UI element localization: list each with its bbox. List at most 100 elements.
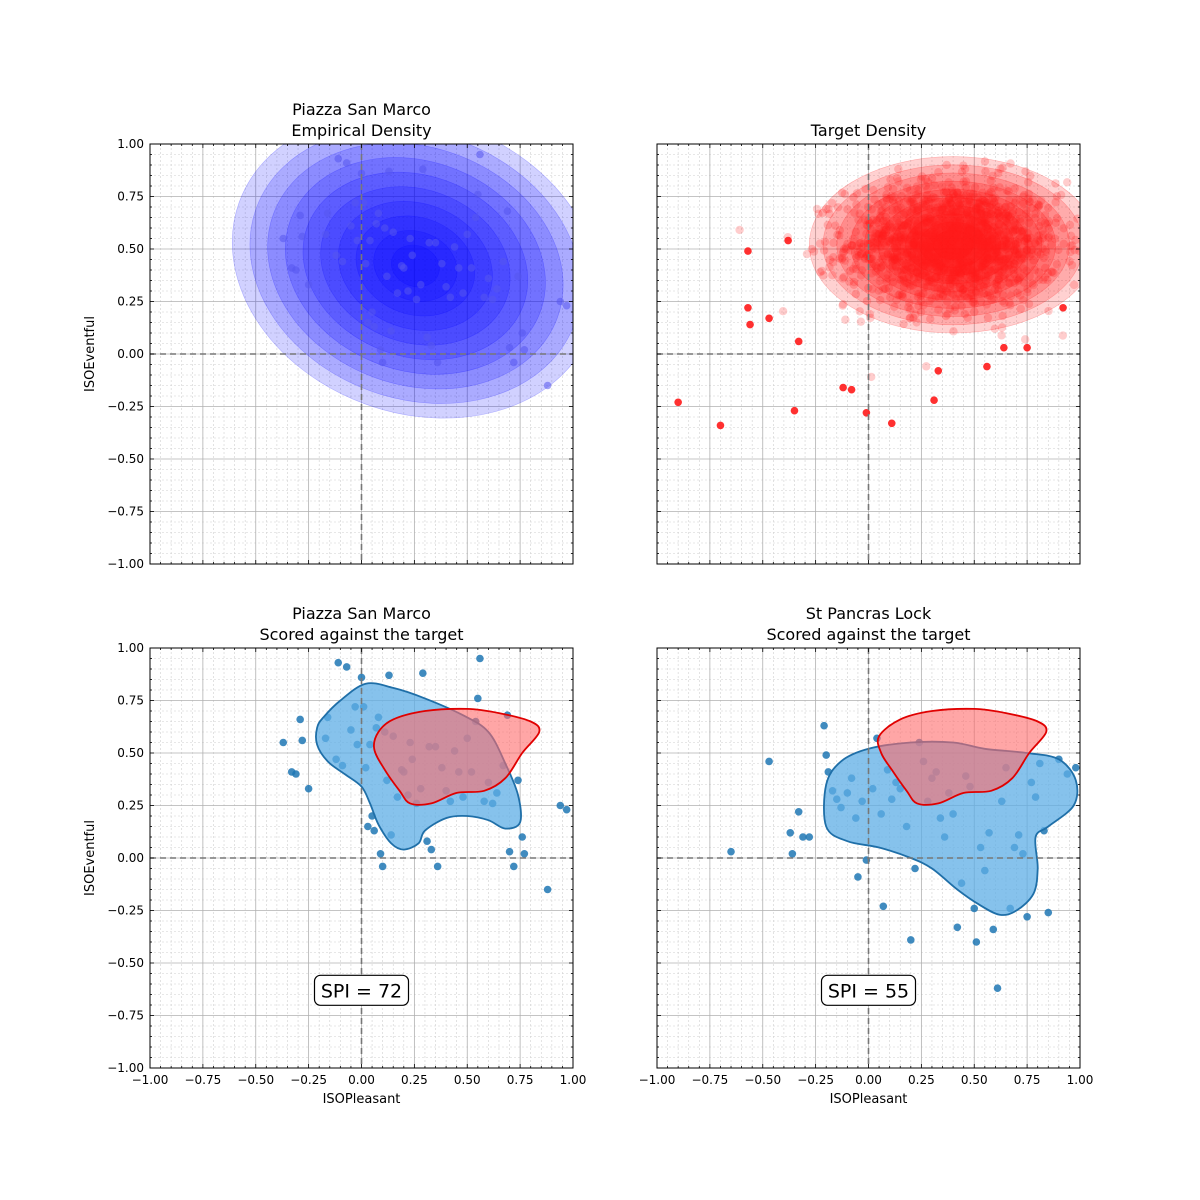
data-point [899,282,909,292]
data-point [916,307,926,317]
data-point [1043,219,1052,228]
data-point [851,227,861,237]
data-point [920,245,930,255]
data-point [321,230,330,239]
data-point [878,231,888,240]
y-tick-label: −1.00 [107,1061,144,1075]
data-point [965,213,974,222]
y-tick-label: −0.75 [107,505,144,519]
data-point [828,271,837,280]
data-point [942,188,951,197]
data-point [1022,249,1031,259]
data-point [939,251,949,260]
data-point [960,249,970,258]
data-point [973,251,983,261]
data-point [939,235,948,244]
data-point [944,218,954,227]
data-point [454,264,463,272]
data-point [939,244,949,253]
data-point [922,259,931,268]
data-point [951,231,960,240]
data-point [901,244,910,254]
data-point [744,247,752,255]
data-point [888,257,897,266]
data-point [427,341,436,350]
data-point [890,244,899,253]
data-point [969,260,978,269]
data-point [985,207,994,216]
data-point [936,223,946,232]
data-point [945,276,954,285]
data-point [949,290,958,299]
data-point [963,262,972,271]
data-point [976,260,985,269]
data-point [948,224,958,234]
data-point [921,231,931,240]
data-point [984,189,994,198]
data-point [904,252,913,262]
data-point [882,190,891,200]
data-point [1036,133,1044,141]
density-level [918,221,988,268]
density-level [249,144,573,404]
data-point [900,209,910,218]
data-point [514,272,522,281]
data-point [994,275,1003,285]
data-point [974,230,984,239]
data-point [945,234,955,243]
data-point [900,230,909,240]
data-point [1017,232,1026,242]
data-point [438,259,446,268]
data-point [970,274,979,284]
data-point [950,267,959,276]
data-point [980,157,990,166]
data-point [911,310,920,319]
data-point [861,215,870,225]
data-point [953,208,963,217]
data-point [947,200,957,209]
data-point [878,198,887,207]
data-point [786,829,795,837]
data-point [938,285,947,294]
data-point [914,243,924,253]
data-point [971,274,980,284]
data-point [904,218,913,228]
data-point [926,212,935,221]
data-point [970,299,980,308]
data-point [913,189,922,199]
data-point [900,234,909,243]
data-point [1006,202,1016,211]
data-point [899,276,908,286]
data-point [995,241,1004,250]
data-point [1049,268,1058,278]
data-point [970,271,980,280]
data-point [922,277,931,286]
data-point [971,218,980,227]
data-point [904,303,913,312]
data-point [997,240,1007,250]
data-point [993,234,1002,243]
data-point [968,210,977,220]
data-point [908,239,918,248]
density-level [863,189,1043,301]
data-point [980,197,989,206]
data-point [999,274,1008,283]
data-point [886,175,895,184]
data-point [895,252,904,261]
y-tick-label: 0.75 [117,190,144,204]
data-point [896,235,906,244]
data-point [1052,192,1062,201]
data-point [909,240,919,249]
data-point [889,184,898,194]
data-point [1010,259,1019,269]
data-point [1002,186,1012,195]
data-point [978,219,988,229]
data-point [951,233,961,242]
data-point [945,265,955,275]
data-point [910,238,919,247]
data-point [971,280,980,289]
data-point [990,265,1000,274]
data-point [919,261,928,271]
data-point [976,297,986,306]
data-point [961,191,971,200]
